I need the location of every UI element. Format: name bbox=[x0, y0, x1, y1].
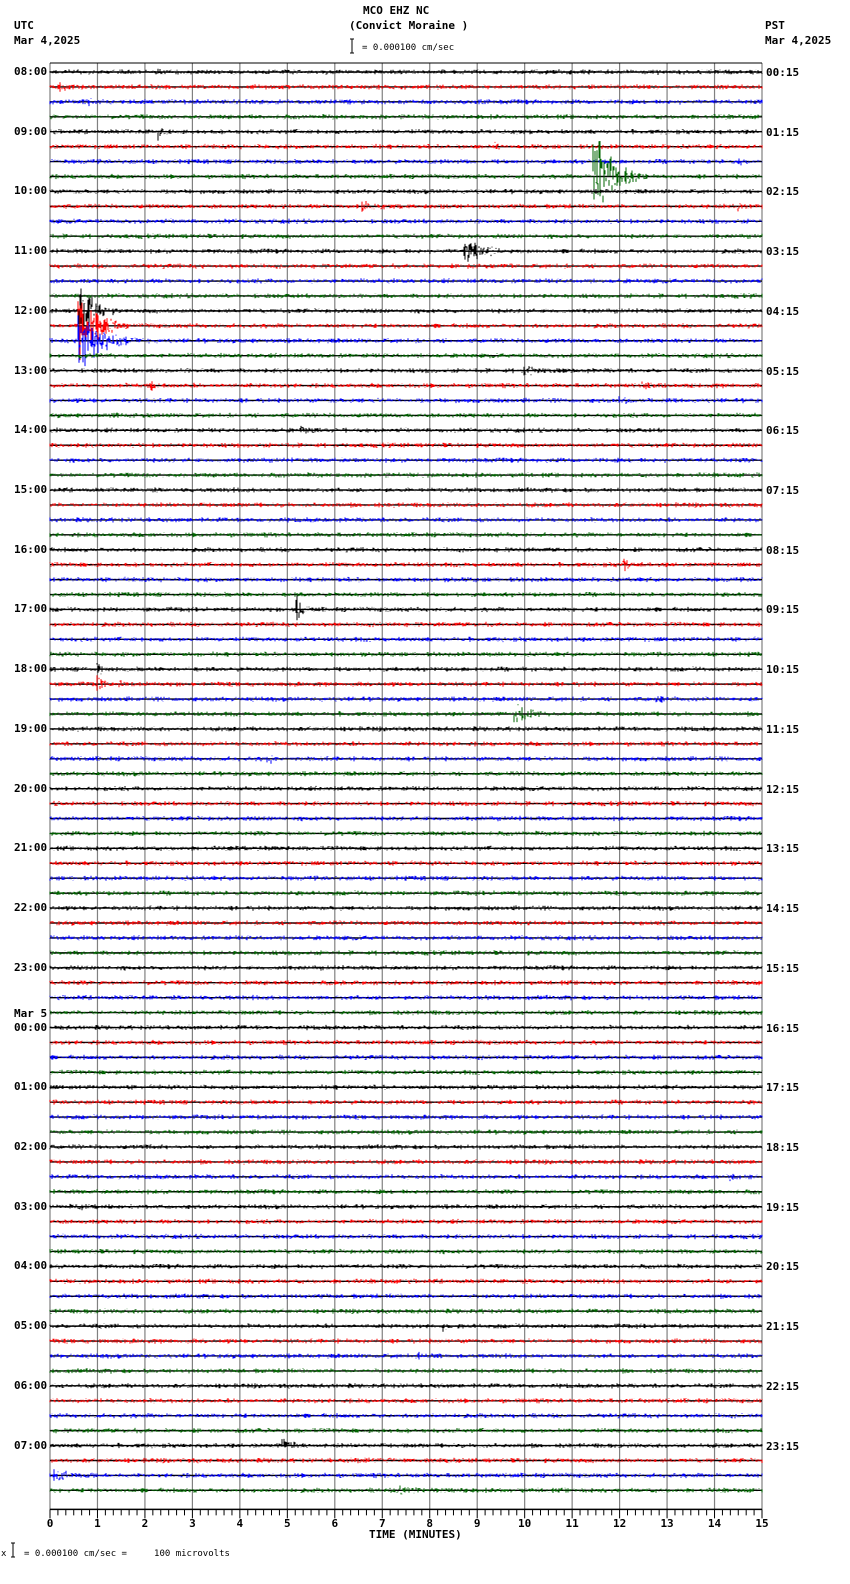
x-tick-label: 12 bbox=[612, 1517, 627, 1531]
right-hour-label: 05:15 bbox=[766, 364, 800, 378]
left-hour-label: 03:00 bbox=[14, 1199, 48, 1213]
right-hour-label: 19:15 bbox=[766, 1200, 800, 1214]
right-hour-label: 22:15 bbox=[766, 1379, 800, 1393]
right-hour-label: 06:15 bbox=[766, 424, 800, 438]
right-hour-label: 03:15 bbox=[766, 245, 800, 259]
footer-scale-text: = 0.000100 cm/sec = 100 microvolts bbox=[24, 1549, 230, 1559]
left-hour-label: 09:00 bbox=[14, 124, 48, 138]
right-hour-label: 09:15 bbox=[766, 603, 800, 617]
right-hour-label: 11:15 bbox=[766, 722, 800, 736]
x-tick-label: 9 bbox=[473, 1517, 481, 1531]
right-hour-label: 21:15 bbox=[766, 1320, 800, 1334]
x-tick-label: 2 bbox=[141, 1517, 149, 1531]
left-hour-label: 18:00 bbox=[14, 662, 48, 676]
left-hour-label: 15:00 bbox=[14, 483, 48, 497]
right-hour-label: 01:15 bbox=[766, 125, 800, 139]
x-tick-label: 3 bbox=[189, 1517, 196, 1531]
right-hour-label: 14:15 bbox=[766, 902, 800, 916]
left-hour-label: 02:00 bbox=[14, 1139, 48, 1153]
x-tick-label: 10 bbox=[518, 1517, 532, 1531]
station-title: MCO EHZ NC bbox=[363, 4, 430, 17]
right-hour-label: 15:15 bbox=[766, 961, 800, 975]
x-tick-label: 1 bbox=[94, 1517, 101, 1531]
left-hour-label: 17:00 bbox=[14, 602, 48, 616]
left-hour-label: 04:00 bbox=[14, 1259, 48, 1273]
x-tick-label: 7 bbox=[378, 1517, 386, 1531]
right-hour-label: 20:15 bbox=[766, 1260, 800, 1274]
footer-prefix: x bbox=[1, 1549, 7, 1559]
left-hour-label: 13:00 bbox=[14, 363, 48, 377]
x-tick-label: 5 bbox=[284, 1517, 291, 1531]
left-hour-label: 08:00 bbox=[14, 65, 48, 78]
right-hour-label: 08:15 bbox=[766, 543, 800, 557]
left-hour-label: 10:00 bbox=[14, 184, 48, 198]
left-hour-label: 11:00 bbox=[14, 244, 48, 258]
right-hour-label: 10:15 bbox=[766, 663, 800, 677]
x-tick-label: 4 bbox=[236, 1517, 244, 1531]
right-hour-label: 16:15 bbox=[766, 1021, 800, 1035]
x-tick-label: 11 bbox=[565, 1517, 579, 1531]
right-hour-label: 02:15 bbox=[766, 185, 800, 199]
right-hour-label: 23:15 bbox=[766, 1439, 800, 1453]
left-date-change-label: Mar 5 bbox=[14, 1006, 48, 1020]
x-tick-label: 13 bbox=[660, 1517, 674, 1531]
left-hour-label: 19:00 bbox=[14, 721, 48, 735]
right-timezone: PST bbox=[765, 19, 785, 32]
left-hour-label: 12:00 bbox=[14, 303, 48, 317]
right-hour-label: 12:15 bbox=[766, 782, 800, 796]
x-tick-label: 0 bbox=[46, 1517, 54, 1531]
x-axis-label: TIME (MINUTES) bbox=[369, 1528, 462, 1542]
right-hour-label: 17:15 bbox=[766, 1081, 800, 1095]
x-tick-label: 8 bbox=[426, 1517, 434, 1531]
right-hour-label: 07:15 bbox=[766, 484, 800, 498]
scale-text: = 0.000100 cm/sec bbox=[362, 43, 455, 53]
left-hour-label: 06:00 bbox=[14, 1378, 48, 1392]
left-hour-label: 00:00 bbox=[14, 1020, 48, 1034]
station-location: (Convict Moraine ) bbox=[349, 19, 469, 32]
left-timezone: UTC bbox=[14, 19, 34, 32]
x-tick-label: 6 bbox=[331, 1517, 339, 1531]
right-hour-label: 04:15 bbox=[766, 304, 800, 318]
left-hour-label: 16:00 bbox=[14, 542, 48, 556]
right-hour-label: 00:15 bbox=[766, 66, 800, 79]
left-hour-label: 01:00 bbox=[14, 1080, 48, 1094]
scale-bar-icon bbox=[350, 38, 354, 54]
left-date: Mar 4,2025 bbox=[14, 34, 81, 47]
right-hour-label: 18:15 bbox=[766, 1140, 800, 1154]
left-hour-label: 22:00 bbox=[14, 901, 48, 915]
left-hour-label: 21:00 bbox=[14, 841, 48, 855]
left-hour-label: 23:00 bbox=[14, 960, 48, 974]
left-hour-label: 14:00 bbox=[14, 423, 48, 437]
left-hour-label: 05:00 bbox=[14, 1319, 48, 1333]
left-hour-label: 20:00 bbox=[14, 781, 48, 795]
left-hour-label: 07:00 bbox=[14, 1438, 48, 1452]
footer-scale-bar-icon bbox=[11, 1542, 15, 1558]
x-tick-label: 15 bbox=[755, 1517, 769, 1531]
right-hour-label: 13:15 bbox=[766, 842, 800, 856]
x-tick-label: 14 bbox=[707, 1517, 722, 1531]
right-date: Mar 4,2025 bbox=[765, 34, 832, 47]
